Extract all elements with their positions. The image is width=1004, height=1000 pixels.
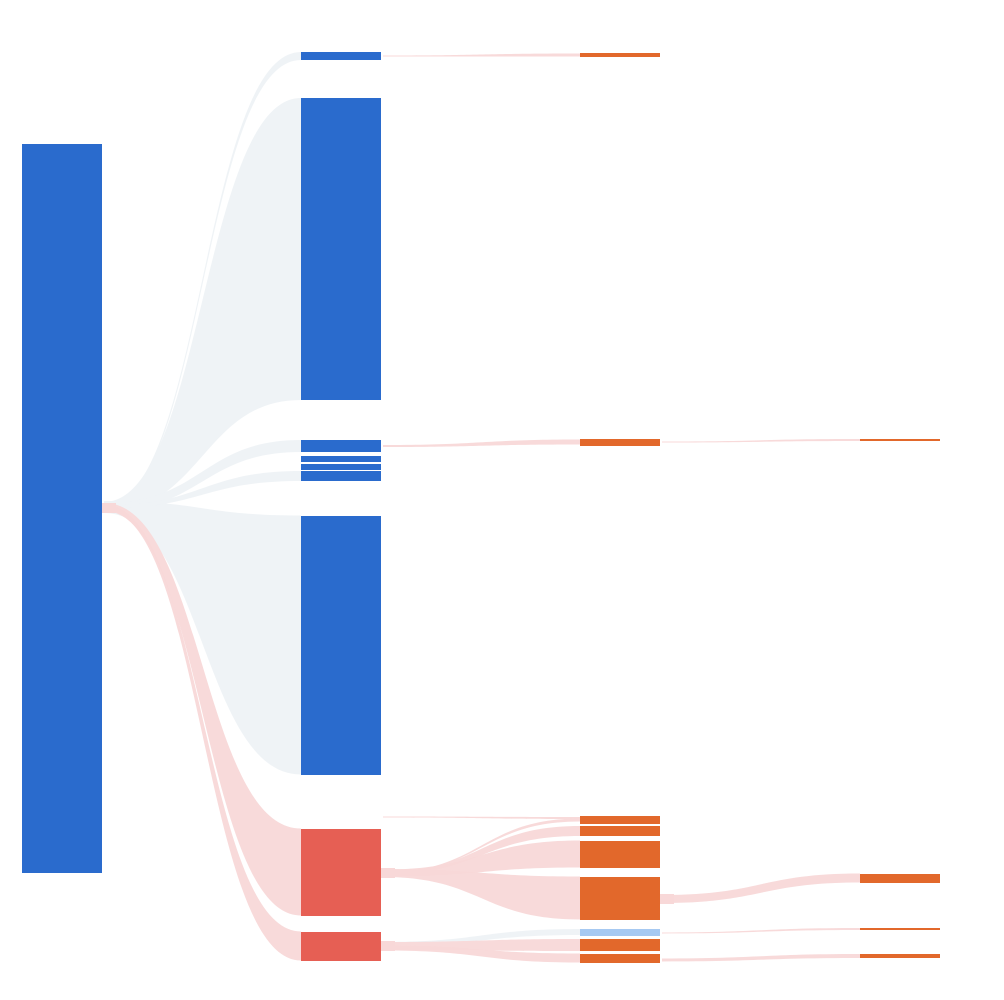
- node-b7: [301, 516, 381, 775]
- link-root-b6: [104, 471, 301, 509]
- link-r2-o8: [383, 945, 580, 963]
- node-e1: [860, 439, 940, 441]
- link-r1-o6: [383, 869, 580, 920]
- node-o2: [580, 439, 660, 446]
- link-lb1-e3: [662, 928, 860, 934]
- link-b6-o3: [383, 816, 580, 819]
- node-o7: [580, 939, 660, 951]
- node-o1: [580, 53, 660, 57]
- node-o4: [580, 826, 660, 836]
- link-b1-o1: [383, 53, 580, 57]
- link-root-r1: [104, 503, 301, 916]
- link-root-b2: [104, 98, 301, 512]
- link-o8-e4: [662, 954, 860, 962]
- root-exit-stub: [102, 503, 116, 513]
- o6-exit-stub: [660, 894, 674, 904]
- node-b4: [301, 456, 381, 462]
- node-e4: [860, 954, 940, 958]
- link-r1-o3: [383, 818, 580, 874]
- node-b6: [301, 471, 381, 481]
- flow-nodes: [22, 52, 940, 963]
- link-r1-o4: [383, 826, 580, 875]
- node-b3: [301, 440, 381, 452]
- node-o5: [580, 841, 660, 868]
- node-b5: [301, 464, 381, 470]
- flow-links: [102, 52, 860, 963]
- link-o2-e1: [662, 439, 860, 443]
- link-o6-e2: [662, 873, 860, 903]
- r2-exit-stub: [381, 941, 395, 951]
- link-root-b1: [104, 52, 301, 509]
- node-lb1: [580, 929, 660, 936]
- link-root-b7: [104, 501, 301, 775]
- link-root-b3: [104, 440, 301, 511]
- node-o6: [580, 877, 660, 920]
- node-root: [22, 144, 102, 873]
- link-b3-o2: [383, 439, 580, 447]
- node-e2: [860, 874, 940, 883]
- node-b2: [301, 98, 381, 400]
- node-b1: [301, 52, 381, 60]
- link-r1-o5: [383, 840, 580, 877]
- node-o8: [580, 954, 660, 963]
- node-r1: [301, 829, 381, 916]
- r1-exit-stub: [381, 868, 395, 878]
- link-root-r2: [104, 504, 301, 961]
- node-e3: [860, 928, 940, 930]
- node-r2: [301, 932, 381, 961]
- node-o3: [580, 816, 660, 824]
